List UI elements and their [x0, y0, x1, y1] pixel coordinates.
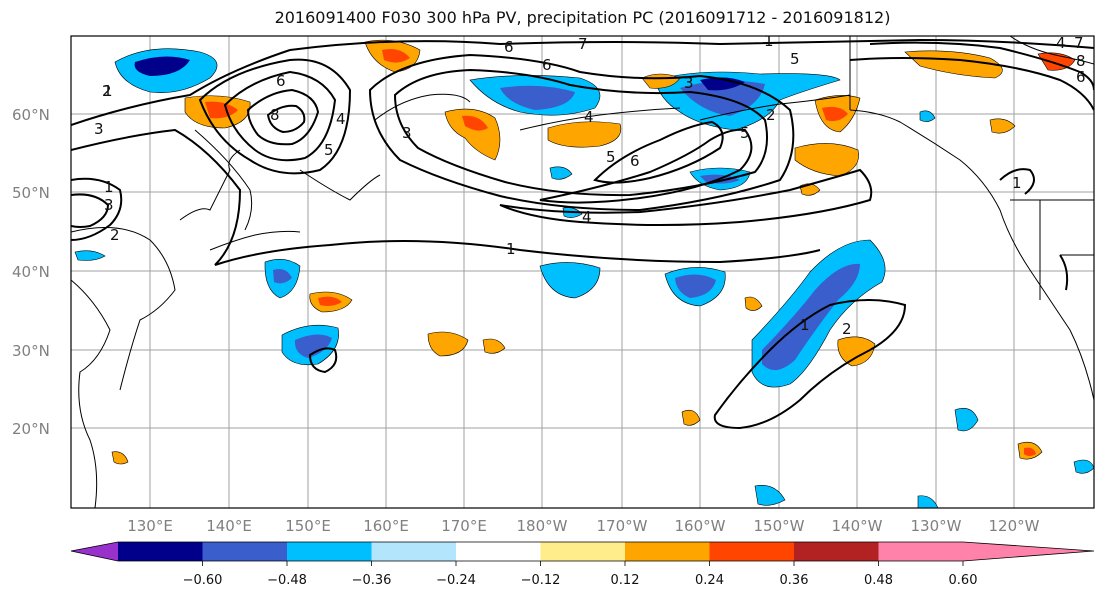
colorbar-segment	[287, 542, 372, 561]
contour-label: 5	[606, 148, 616, 166]
lon-label: 140°W	[832, 517, 883, 535]
contour-labels: 1 2 3 1 3 2 6 8 5 4 3 6 7 6 4 5 3 2 1 5 …	[94, 32, 1086, 338]
lon-label: 160°E	[363, 517, 409, 535]
map-frame	[70, 35, 1095, 509]
contour-label: 1	[104, 178, 114, 196]
colorbar-segment	[625, 542, 710, 561]
contour-label: 6	[504, 38, 514, 56]
contour-label: 5	[790, 50, 800, 68]
colorbar-segment	[118, 542, 203, 561]
lat-label: 20°N	[12, 420, 50, 438]
lat-label: 30°N	[12, 342, 50, 360]
colorbar-tick-label: −0.48	[267, 573, 307, 588]
contour-label: 8	[1076, 52, 1086, 70]
lon-label: 140°E	[206, 517, 252, 535]
colorbar-tick-label: −0.60	[183, 573, 223, 588]
contour-label: 4	[584, 108, 594, 126]
colorbar-outline	[70, 541, 1095, 562]
lon-label: 180°W	[517, 517, 568, 535]
contour-label: 1	[800, 316, 810, 334]
longitude-labels: 130°E 140°E 150°E 160°E 170°E 180°W 170°…	[127, 517, 1039, 535]
pv-contours	[71, 38, 1094, 430]
contour-label: 6	[276, 72, 286, 90]
colorbar: −0.60 −0.48 −0.36 −0.24 −0.12 0.12 0.24 …	[70, 541, 1095, 588]
contour-label: 1	[764, 32, 774, 50]
colorbar-segment	[794, 542, 879, 561]
lon-label: 130°E	[127, 517, 173, 535]
contour-label: 4	[1056, 34, 1066, 52]
contour-label: 6	[1076, 68, 1086, 86]
lat-label: 40°N	[12, 263, 50, 281]
colorbar-tick-label: 0.36	[780, 573, 809, 588]
contour-label: 2	[110, 226, 120, 244]
contour-label: 3	[104, 196, 114, 214]
contour-label: 1	[506, 240, 516, 258]
contour-label: 3	[684, 74, 694, 92]
lon-label: 170°W	[597, 517, 648, 535]
contour-label: 1	[1012, 174, 1022, 192]
lon-label: 150°W	[754, 517, 805, 535]
contour-label: 2	[842, 320, 852, 338]
contour-label: 6	[542, 56, 552, 74]
lon-label: 120°W	[989, 517, 1040, 535]
lat-label: 60°N	[12, 106, 50, 124]
colorbar-tick-label: 0.24	[695, 573, 724, 588]
contour-label: 7	[1074, 34, 1084, 52]
coastlines	[71, 36, 1094, 508]
latitude-labels: 60°N 50°N 40°N 30°N 20°N	[12, 106, 50, 438]
contour-label: 5	[324, 141, 334, 159]
contour-label: 8	[270, 106, 280, 124]
colorbar-segment	[709, 542, 794, 561]
lon-label: 130°W	[911, 517, 962, 535]
contour-label: 3	[94, 120, 104, 138]
colorbar-tick-label: 0.48	[864, 573, 893, 588]
colorbar-segment	[878, 542, 963, 561]
colorbar-arrow-left	[71, 542, 118, 561]
colorbar-segment	[456, 542, 541, 561]
colorbar-segment	[540, 542, 625, 561]
lon-label: 160°W	[675, 517, 726, 535]
colorbar-arrow-right	[963, 542, 1094, 561]
contour-label: 6	[630, 152, 640, 170]
lon-label: 150°E	[285, 517, 331, 535]
colorbar-tick-label: 0.12	[611, 573, 640, 588]
colorbar-tick-label: −0.36	[352, 573, 392, 588]
colorbar-tick-label: −0.24	[436, 573, 476, 588]
contour-label: 1	[103, 82, 113, 100]
colorbar-segment	[371, 542, 456, 561]
colorbar-segment	[202, 542, 287, 561]
precip-fills	[74, 39, 1094, 508]
contour-label: 4	[582, 208, 592, 226]
contour-label: 2	[102, 82, 112, 100]
lat-label: 50°N	[12, 184, 50, 202]
contour-label: 3	[402, 124, 412, 142]
contour-label: 4	[336, 110, 346, 128]
colorbar-tick-label: −0.12	[521, 573, 561, 588]
colorbar-tick-label: 0.60	[949, 573, 978, 588]
map-title: 2016091400 F030 300 hPa PV, precipitatio…	[274, 8, 891, 27]
lon-label: 170°E	[441, 517, 487, 535]
contour-label: 5	[740, 124, 750, 142]
contour-label: 7	[578, 35, 588, 53]
contour-label: 2	[766, 106, 776, 124]
